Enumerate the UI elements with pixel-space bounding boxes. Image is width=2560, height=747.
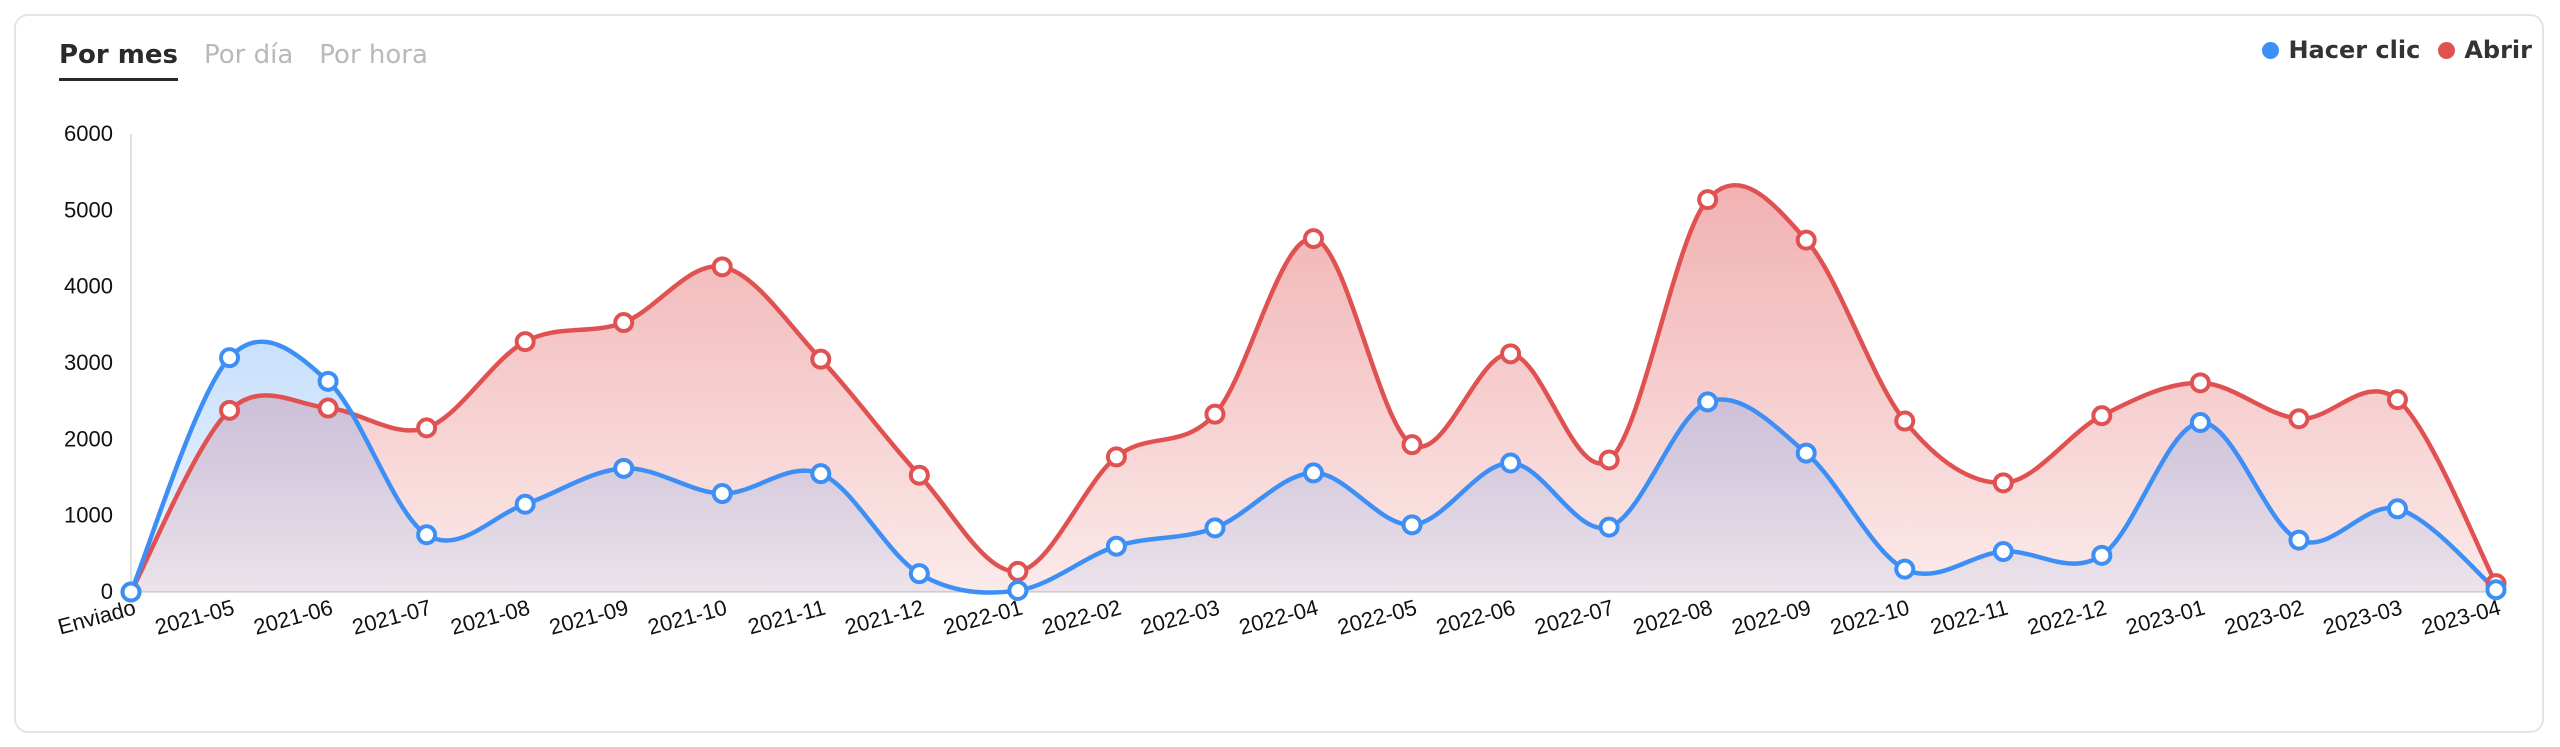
point-abrir[interactable] xyxy=(1992,472,2014,494)
point-abrir[interactable] xyxy=(219,399,241,421)
x-tick-label: 2021-08 xyxy=(448,595,532,640)
point-abrir[interactable] xyxy=(711,256,733,278)
point-hacer-clic[interactable] xyxy=(1697,391,1719,413)
point-abrir[interactable] xyxy=(1007,560,1029,582)
area-hacer-clic xyxy=(131,341,2496,593)
x-tick-label: 2022-07 xyxy=(1532,595,1616,640)
x-tick-label: 2022-04 xyxy=(1236,595,1320,640)
point-abrir[interactable] xyxy=(416,417,438,439)
point-hacer-clic[interactable] xyxy=(2386,498,2408,520)
point-abrir[interactable] xyxy=(1697,189,1719,211)
point-hacer-clic[interactable] xyxy=(219,347,241,369)
point-abrir[interactable] xyxy=(810,348,832,370)
point-abrir[interactable] xyxy=(2189,372,2211,394)
point-hacer-clic[interactable] xyxy=(1500,452,1522,474)
point-hacer-clic[interactable] xyxy=(810,463,832,485)
x-tick-label: 2022-05 xyxy=(1335,595,1419,640)
x-tick-label: 2022-11 xyxy=(1928,595,2011,640)
legend-label-hacer-clic: Hacer clic xyxy=(2288,36,2421,64)
point-abrir[interactable] xyxy=(317,397,339,419)
point-hacer-clic[interactable] xyxy=(1204,517,1226,539)
point-abrir[interactable] xyxy=(1303,228,1324,250)
x-tick-label: 2022-06 xyxy=(1433,595,1517,640)
y-tick-label: 5000 xyxy=(64,197,113,222)
point-hacer-clic[interactable] xyxy=(1105,535,1127,557)
legend-item-abrir[interactable]: Abrir xyxy=(2438,36,2532,64)
tab-por-dia[interactable]: Por día xyxy=(204,40,294,70)
x-tick-label: 2022-03 xyxy=(1138,595,1222,640)
x-tick-label: 2023-03 xyxy=(2320,595,2404,640)
point-hacer-clic[interactable] xyxy=(514,493,536,515)
point-hacer-clic[interactable] xyxy=(1303,462,1324,484)
point-abrir[interactable] xyxy=(1204,403,1226,425)
x-tick-label: 2022-08 xyxy=(1630,595,1714,640)
point-hacer-clic[interactable] xyxy=(1992,541,2014,563)
tab-por-mes[interactable]: Por mes xyxy=(59,40,178,81)
point-abrir[interactable] xyxy=(2091,405,2113,427)
point-abrir[interactable] xyxy=(613,312,635,334)
x-tick-label: 2021-07 xyxy=(349,595,433,640)
x-tick-label: 2022-02 xyxy=(1039,595,1123,640)
point-abrir[interactable] xyxy=(1105,446,1127,468)
x-tick-label: 2021-09 xyxy=(547,595,631,640)
tab-por-hora[interactable]: Por hora xyxy=(319,40,428,70)
x-tick-label: 2021-12 xyxy=(842,595,926,640)
x-tick-label: 2022-01 xyxy=(941,595,1025,640)
point-abrir[interactable] xyxy=(2288,408,2310,430)
point-hacer-clic[interactable] xyxy=(120,581,142,603)
legend-label-abrir: Abrir xyxy=(2464,36,2532,64)
x-tick-label: Enviado xyxy=(55,595,138,640)
x-tick-label: 2023-04 xyxy=(2419,595,2503,640)
point-hacer-clic[interactable] xyxy=(416,524,438,546)
x-tick-label: 2021-05 xyxy=(152,595,236,640)
y-tick-label: 3000 xyxy=(64,350,113,375)
chart-legend: Hacer clic Abrir xyxy=(2262,36,2532,64)
point-hacer-clic[interactable] xyxy=(1007,579,1029,601)
y-tick-label: 2000 xyxy=(64,426,113,451)
point-abrir[interactable] xyxy=(1795,229,1817,251)
x-tick-label: 2022-10 xyxy=(1828,595,1912,640)
point-hacer-clic[interactable] xyxy=(1894,558,1916,580)
point-abrir[interactable] xyxy=(1401,434,1423,456)
legend-dot-hacer-clic xyxy=(2262,41,2280,59)
y-tick-label: 1000 xyxy=(64,503,113,528)
x-tick-label: 2021-06 xyxy=(251,595,335,640)
point-abrir[interactable] xyxy=(1598,449,1620,471)
point-hacer-clic[interactable] xyxy=(711,483,733,505)
point-hacer-clic[interactable] xyxy=(908,563,930,585)
point-abrir[interactable] xyxy=(1894,410,1916,432)
y-tick-label: 4000 xyxy=(64,274,113,299)
point-hacer-clic[interactable] xyxy=(613,457,635,479)
point-hacer-clic[interactable] xyxy=(1795,442,1817,464)
x-tick-label: 2021-10 xyxy=(645,595,729,640)
x-tick-label: 2022-12 xyxy=(2025,595,2109,640)
point-abrir[interactable] xyxy=(908,464,930,486)
point-abrir[interactable] xyxy=(514,331,536,353)
point-hacer-clic[interactable] xyxy=(317,370,339,392)
x-tick-label: 2021-11 xyxy=(745,595,828,640)
point-hacer-clic[interactable] xyxy=(2288,529,2310,551)
point-abrir[interactable] xyxy=(2386,389,2408,411)
period-tabs: Por mes Por día Por hora xyxy=(59,40,428,81)
point-hacer-clic[interactable] xyxy=(2091,544,2113,566)
point-hacer-clic[interactable] xyxy=(2485,579,2507,601)
point-hacer-clic[interactable] xyxy=(1598,516,1620,538)
legend-dot-abrir xyxy=(2438,41,2456,59)
legend-item-hacer-clic[interactable]: Hacer clic xyxy=(2262,36,2420,64)
x-tick-label: 2023-02 xyxy=(2222,595,2306,640)
series-points xyxy=(120,189,2507,603)
y-tick-label: 6000 xyxy=(64,121,113,146)
line-abrir xyxy=(129,183,2498,594)
y-tick-label: 0 xyxy=(101,579,113,604)
point-hacer-clic[interactable] xyxy=(2189,412,2211,434)
point-hacer-clic[interactable] xyxy=(1401,514,1423,536)
point-abrir[interactable] xyxy=(1500,343,1522,365)
x-tick-label: 2023-01 xyxy=(2123,595,2207,640)
x-tick-label: 2022-09 xyxy=(1729,595,1813,640)
